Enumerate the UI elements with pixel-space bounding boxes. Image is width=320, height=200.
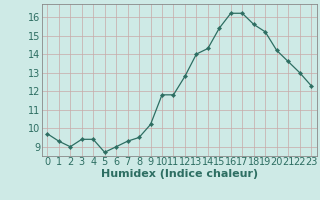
X-axis label: Humidex (Indice chaleur): Humidex (Indice chaleur) bbox=[100, 169, 258, 179]
